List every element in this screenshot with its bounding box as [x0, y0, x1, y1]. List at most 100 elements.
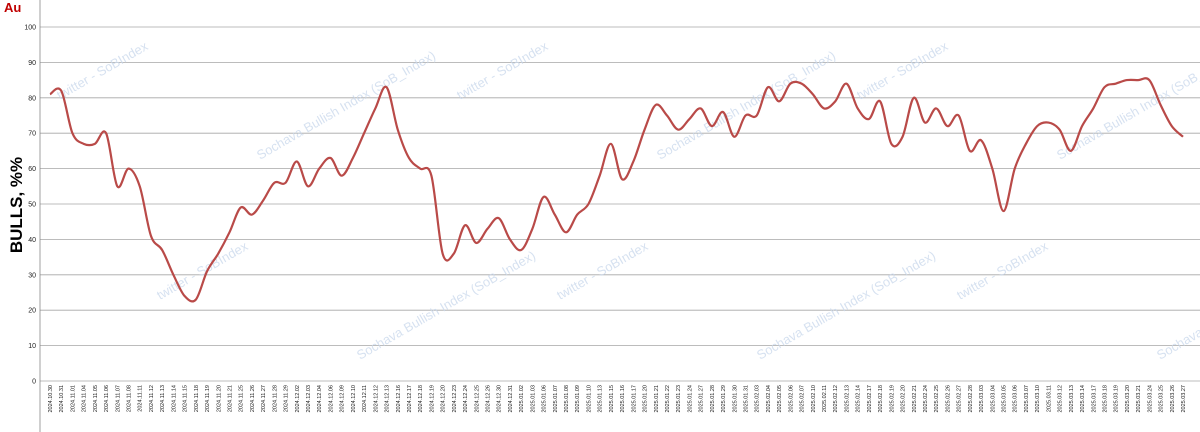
x-tick-label: 2025.01.03 — [530, 385, 536, 413]
x-tick-label: 2024.12.17 — [407, 385, 413, 413]
x-tick-label: 2025.03.05 — [1002, 385, 1008, 413]
y-tick-label: 90 — [28, 60, 36, 67]
x-tick-label: 2025.01.17 — [631, 385, 637, 413]
x-tick-label: 2025.01.20 — [643, 385, 649, 413]
x-tick-label: 2025.02.07 — [800, 385, 806, 413]
x-tick-label: 2025.01.24 — [687, 385, 693, 413]
x-tick-label: 2025.02.05 — [777, 385, 783, 413]
x-tick-label: 2025.02.24 — [923, 385, 929, 413]
x-tick-label: 2025.03.17 — [1091, 385, 1097, 413]
x-tick-label: 2024.12.24 — [463, 385, 469, 413]
x-tick-label: 2025.03.21 — [1136, 385, 1142, 413]
y-tick-label: 100 — [24, 25, 36, 32]
x-tick-label: 2025.03.14 — [1080, 385, 1086, 413]
x-tick-label: 2025.01.06 — [542, 385, 548, 413]
x-tick-label: 2024.12.03 — [306, 385, 312, 413]
x-tick-label: 2024.11.08 — [127, 385, 133, 412]
x-tick-label: 2025.02.20 — [901, 385, 907, 413]
line — [49, 77, 1184, 303]
x-tick-label: 2024.12.11 — [362, 385, 368, 412]
x-tick-label: 2025.02.18 — [878, 385, 884, 413]
x-tick-label: 2025.01.28 — [710, 385, 716, 413]
x-tick-label: 2024.10.30 — [48, 385, 54, 413]
x-tick-label: 2025.01.22 — [665, 385, 671, 413]
x-tick-label: 2024.12.04 — [317, 385, 323, 413]
x-tick-label: 2025.03.07 — [1024, 385, 1030, 413]
x-tick-label: 2024.11.11 — [138, 385, 144, 412]
x-tick-label: 2025.02.28 — [968, 385, 974, 413]
x-tick-label: 2024.12.02 — [295, 385, 301, 413]
x-tick-label: 2024.11.21 — [227, 385, 233, 412]
x-tick-label: 2025.01.09 — [575, 385, 581, 413]
x-tick-label: 2025.01.10 — [586, 385, 592, 413]
x-tick-label: 2025.02.06 — [788, 385, 794, 413]
x-tick-label: 2025.01.16 — [620, 385, 626, 413]
x-tick-label: 2024.12.19 — [429, 385, 435, 413]
x-tick-label: 2024.12.09 — [340, 385, 346, 413]
watermark: twitter - SoBIndex — [954, 238, 1051, 303]
x-tick-label: 2024.11.05 — [93, 385, 99, 412]
x-tick-label: 2024.11.19 — [205, 385, 211, 412]
x-tick-label: 2025.02.03 — [755, 385, 761, 413]
x-tick-label: 2025.03.20 — [1125, 385, 1131, 413]
y-tick-label: 60 — [28, 166, 36, 173]
x-tick-label: 2024.12.25 — [474, 385, 480, 413]
watermark: twitter - SoBIndex — [454, 38, 551, 103]
x-tick-label: 2024.11.28 — [272, 385, 278, 412]
x-tick-label: 2025.03.11 — [1046, 385, 1052, 412]
x-tick-label: 2025.03.27 — [1181, 385, 1187, 413]
x-tick-label: 2024.11.06 — [104, 385, 110, 412]
x-tick-label: 2024.11.29 — [284, 385, 290, 412]
x-tick-label: 2024.11.13 — [160, 385, 166, 412]
x-tick-label: 2024.12.18 — [418, 385, 424, 413]
watermark: Sochava Bullish Index (SoB_Index) — [1054, 48, 1200, 163]
x-tick-label: 2025.02.14 — [856, 385, 862, 413]
y-tick-label: 20 — [28, 308, 36, 315]
x-tick-label: 2025.02.17 — [867, 385, 873, 413]
x-tick-label: 2025.02.12 — [833, 385, 839, 413]
x-tick-label: 2025.01.13 — [598, 385, 604, 413]
x-tick-label: 2025.01.21 — [654, 385, 660, 413]
x-tick-label: 2025.01.08 — [564, 385, 570, 413]
watermark: twitter - SoBIndex — [154, 238, 251, 303]
x-tick-label: 2025.02.04 — [766, 385, 772, 413]
watermark: Sochava Bullish Index (SoB_Index) — [654, 48, 838, 163]
y-tick-label: 0 — [32, 379, 36, 386]
x-tick-label: 2025.03.26 — [1170, 385, 1176, 413]
watermark: Sochava Bullish Index (SoB_Index) — [254, 48, 438, 163]
x-tick-label: 2025.01.15 — [609, 385, 615, 413]
x-tick-label: 2025.03.13 — [1069, 385, 1075, 413]
x-tick-label: 2025.03.10 — [1035, 385, 1041, 413]
x-tick-label: 2024.12.13 — [385, 385, 391, 413]
x-tick-label: 2025.02.27 — [957, 385, 963, 413]
x-tick-label: 2025.02.25 — [934, 385, 940, 413]
y-tick-label: 50 — [28, 202, 36, 209]
x-tick-label: 2024.12.10 — [351, 385, 357, 413]
y-tick-label: 40 — [28, 237, 36, 244]
x-tick-label: 2024.11.18 — [194, 385, 200, 412]
x-tick-label: 2024.11.25 — [239, 385, 245, 412]
x-tick-label: 2025.02.26 — [945, 385, 951, 413]
x-tick-label: 2024.11.07 — [115, 385, 121, 412]
x-tick-label: 2024.12.12 — [373, 385, 379, 413]
x-tick-label: 2025.03.03 — [979, 385, 985, 413]
x-tick-label: 2025.03.04 — [990, 385, 996, 413]
x-tick-label: 2025.01.27 — [699, 385, 705, 413]
x-tick-label: 2025.03.19 — [1114, 385, 1120, 413]
x-tick-label: 2025.02.19 — [889, 385, 895, 413]
x-tick-label: 2025.03.12 — [1058, 385, 1064, 413]
x-tick-label: 2024.12.30 — [497, 385, 503, 413]
y-tick-label: 30 — [28, 272, 36, 279]
x-tick-label: 2024.11.27 — [261, 385, 267, 412]
x-tick-label: 2025.03.25 — [1159, 385, 1165, 413]
watermark: twitter - SoBIndex — [854, 38, 951, 103]
watermark: twitter - SoBIndex — [54, 38, 151, 103]
x-tick-label: 2025.02.13 — [844, 385, 850, 413]
x-tick-label: 2024.11.04 — [82, 385, 88, 412]
x-tick-label: 2025.01.07 — [553, 385, 559, 413]
x-tick-label: 2025.01.02 — [519, 385, 525, 413]
y-tick-label: 10 — [28, 343, 36, 350]
x-tick-label: 2024.12.26 — [485, 385, 491, 413]
x-tick-label: 2025.03.06 — [1013, 385, 1019, 413]
